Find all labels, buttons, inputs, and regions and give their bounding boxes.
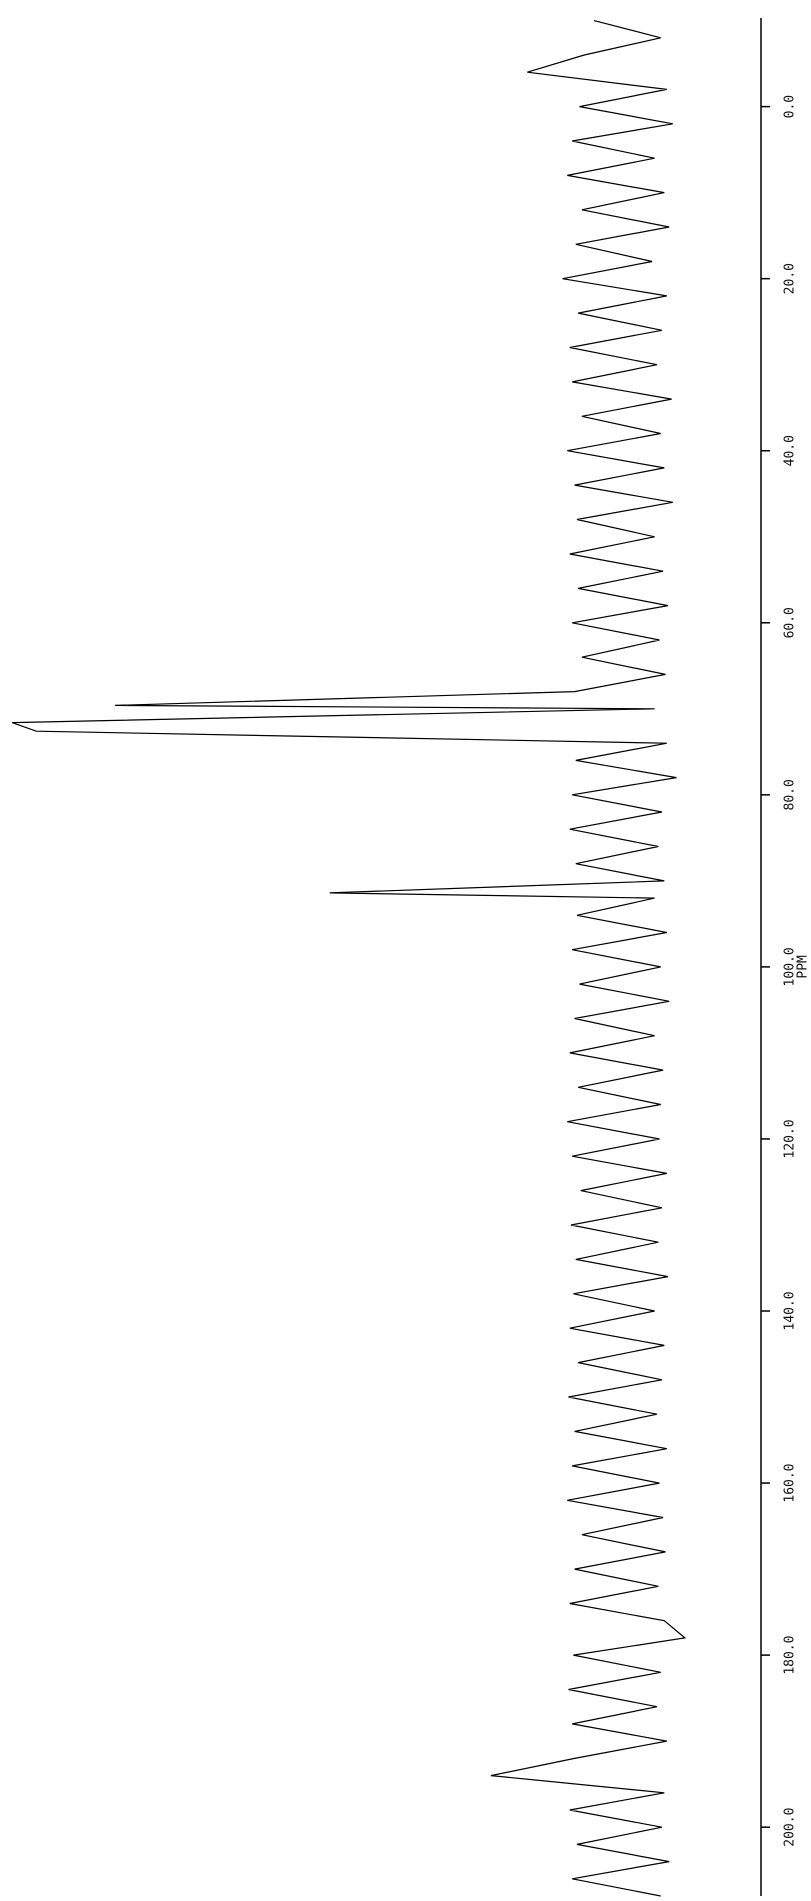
- x-tick-label: 180.0: [783, 1636, 798, 1675]
- x-tick-label: 60.0: [783, 607, 798, 638]
- x-tick-label: 20.0: [783, 263, 798, 294]
- x-tick-label: 120.0: [783, 1119, 798, 1158]
- x-tick-label: 160.0: [783, 1463, 798, 1502]
- spectrum: [11, 20, 687, 1897]
- x-tick-label: 0.0: [783, 95, 798, 118]
- x-tick-label: 100.0: [783, 947, 798, 986]
- x-tick-label: 80.0: [783, 779, 798, 810]
- x-tick-label: 40.0: [783, 435, 798, 466]
- x-tick-label: 200.0: [783, 1808, 798, 1847]
- x-axis-label: PPM: [796, 955, 811, 979]
- x-tick-label: 140.0: [783, 1291, 798, 1330]
